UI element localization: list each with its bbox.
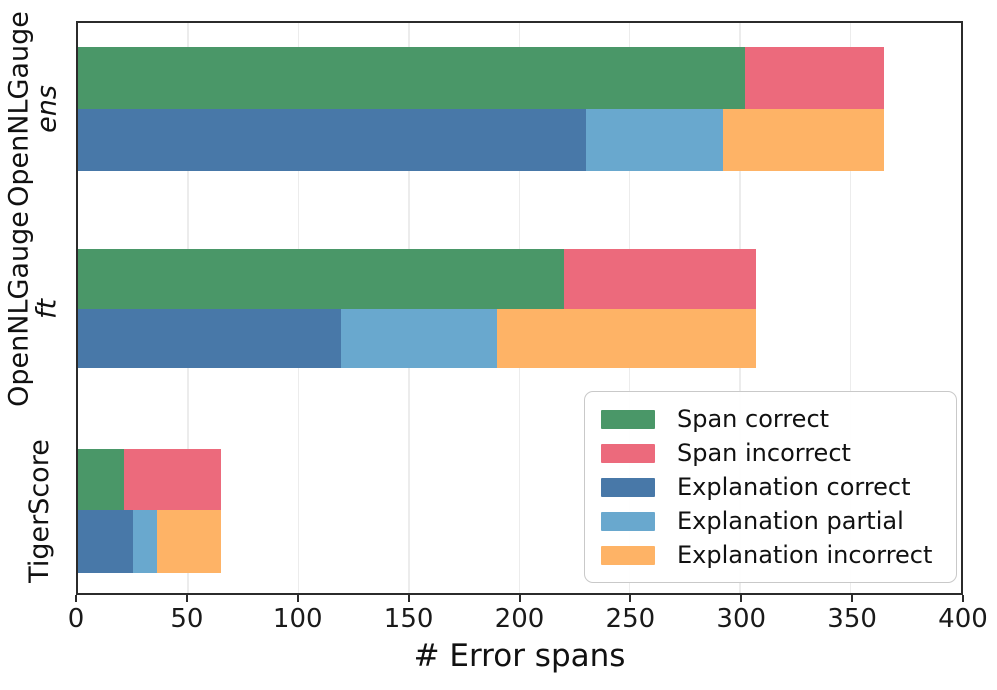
bar-span <box>78 449 961 510</box>
x-tick <box>851 595 854 602</box>
bar-explanation <box>78 109 961 171</box>
legend-row: Explanation correct <box>601 473 940 501</box>
x-tick-label: 100 <box>272 604 323 634</box>
legend-row: Span correct <box>601 405 940 433</box>
x-tick-label: 150 <box>383 604 434 634</box>
gridline <box>849 23 852 593</box>
x-tick <box>407 595 410 602</box>
legend-label: Span correct <box>677 405 830 433</box>
bar-segment <box>124 449 222 510</box>
legend-row: Explanation incorrect <box>601 541 940 569</box>
bar-segment <box>78 109 586 171</box>
x-tick <box>962 595 964 602</box>
bar-segment <box>722 109 884 171</box>
legend-row: Explanation partial <box>601 507 940 535</box>
legend-swatch <box>601 477 655 497</box>
bar-segment <box>78 309 341 368</box>
x-tick-label: 50 <box>170 604 204 634</box>
x-tick-label: 0 <box>67 604 85 634</box>
x-tick-label: 200 <box>494 604 545 634</box>
bar-segment <box>497 309 756 368</box>
bar-segment <box>744 47 884 109</box>
legend-label: Explanation correct <box>677 473 911 501</box>
x-axis-title: # Error spans <box>413 638 626 674</box>
legend-row: Span incorrect <box>601 439 940 467</box>
x-tick <box>75 595 77 602</box>
bar-segment <box>78 47 745 109</box>
x-tick <box>185 595 188 602</box>
bar-segment <box>585 109 723 171</box>
bar-segment <box>78 249 564 309</box>
bar-segment <box>340 309 498 368</box>
legend-label: Span incorrect <box>677 439 851 467</box>
bar-explanation <box>78 309 961 368</box>
legend-swatch <box>601 511 655 531</box>
x-tick <box>629 595 632 602</box>
x-tick-label: 300 <box>716 604 767 634</box>
legend: Span correct Span incorrect Explanation co… <box>584 391 957 583</box>
x-tick <box>518 595 521 602</box>
x-tick-label: 250 <box>605 604 656 634</box>
bar-segment <box>78 449 125 510</box>
x-tick-label: 350 <box>827 604 877 634</box>
legend-swatch <box>601 443 655 463</box>
y-axis-label: OpenNLGauge ens <box>3 11 63 207</box>
bar-segment <box>157 510 222 573</box>
x-tick <box>296 595 299 602</box>
bar-segment <box>78 510 134 573</box>
legend-label: Explanation incorrect <box>677 541 933 569</box>
y-axis-label: TigerScore <box>23 439 55 583</box>
legend-swatch <box>601 545 655 565</box>
plot-area <box>76 21 963 595</box>
legend-label: Explanation partial <box>677 507 904 535</box>
bar-segment <box>133 510 158 573</box>
bar-segment <box>563 249 756 309</box>
bar-span <box>78 47 961 109</box>
x-tick <box>740 595 743 602</box>
bar-span <box>78 249 961 309</box>
x-tick-label: 400 <box>938 604 988 634</box>
bar-explanation <box>78 510 961 573</box>
legend-swatch <box>601 409 655 429</box>
y-axis-label: OpenNLGauge ft <box>3 210 63 407</box>
